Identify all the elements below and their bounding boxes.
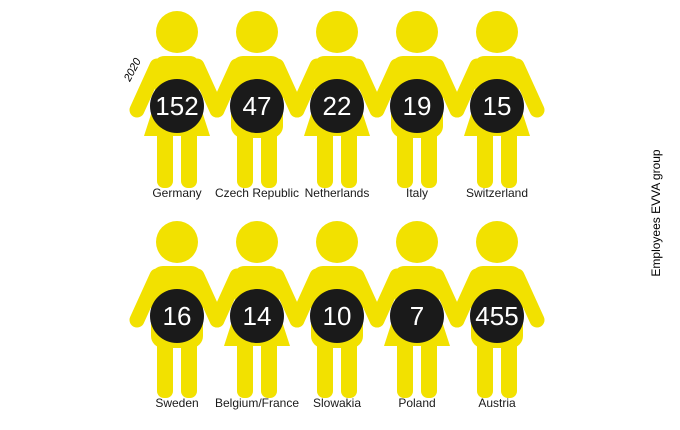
leg <box>261 338 277 398</box>
arm <box>209 268 245 328</box>
value-label: 47 <box>243 91 272 121</box>
head <box>316 11 358 53</box>
head <box>156 221 198 263</box>
leg <box>477 128 493 188</box>
leg <box>237 338 253 398</box>
figure: 47 <box>209 11 305 188</box>
value-badge <box>150 289 204 343</box>
value-label: 19 <box>403 91 432 121</box>
leg <box>157 338 173 398</box>
value-label: 16 <box>163 301 192 331</box>
figure: 14 <box>209 221 305 398</box>
leg <box>341 338 357 398</box>
value-badge <box>390 289 444 343</box>
category-label: Germany <box>152 186 201 200</box>
value-badge <box>310 79 364 133</box>
category-label: Czech Republic <box>215 186 299 200</box>
leg <box>477 338 493 398</box>
head <box>396 221 438 263</box>
arm <box>129 58 165 118</box>
leg <box>317 128 333 188</box>
leg <box>157 128 173 188</box>
figure: 7 <box>369 221 465 398</box>
figure: 455 <box>449 221 545 398</box>
figure: 19 <box>369 11 465 188</box>
leg <box>501 338 517 398</box>
leg <box>421 128 437 188</box>
year-label: 2020 <box>121 56 144 85</box>
value-label: 14 <box>243 301 272 331</box>
figure: 22 <box>289 11 385 188</box>
head <box>156 11 198 53</box>
category-label: Sweden <box>155 396 198 410</box>
value-label: 152 <box>155 91 198 121</box>
leg <box>317 338 333 398</box>
value-badge <box>230 79 284 133</box>
head <box>476 221 518 263</box>
value-label: 22 <box>323 91 352 121</box>
leg <box>397 338 413 398</box>
value-badge <box>390 79 444 133</box>
figure: 10 <box>289 221 385 398</box>
arm <box>509 58 545 118</box>
value-badge <box>310 289 364 343</box>
head <box>236 11 278 53</box>
value-badge <box>230 289 284 343</box>
value-badge <box>150 79 204 133</box>
category-label: Slowakia <box>313 396 361 410</box>
value-label: 10 <box>323 301 352 331</box>
category-label: Switzerland <box>466 186 528 200</box>
value-label: 15 <box>483 91 512 121</box>
value-label: 455 <box>475 301 518 331</box>
head <box>236 221 278 263</box>
category-label: Belgium/France <box>215 396 299 410</box>
category-label: Italy <box>406 186 428 200</box>
leg <box>181 128 197 188</box>
leg <box>237 128 253 188</box>
arm <box>289 58 325 118</box>
head <box>476 11 518 53</box>
arm <box>449 58 485 118</box>
leg <box>181 338 197 398</box>
value-badge <box>470 289 524 343</box>
leg <box>261 128 277 188</box>
value-label: 7 <box>410 301 424 331</box>
category-label: Austria <box>478 396 516 410</box>
leg <box>341 128 357 188</box>
figure: 16 <box>129 221 225 398</box>
category-label: Poland <box>398 396 435 410</box>
arm <box>369 268 405 328</box>
leg <box>501 128 517 188</box>
category-label: Netherlands <box>305 186 370 200</box>
head <box>316 221 358 263</box>
side-label: Employees EVVA group <box>649 149 663 277</box>
leg <box>421 338 437 398</box>
head <box>396 11 438 53</box>
value-badge <box>470 79 524 133</box>
figure: 15 <box>449 11 545 188</box>
leg <box>397 128 413 188</box>
figure: 152 <box>129 11 225 188</box>
